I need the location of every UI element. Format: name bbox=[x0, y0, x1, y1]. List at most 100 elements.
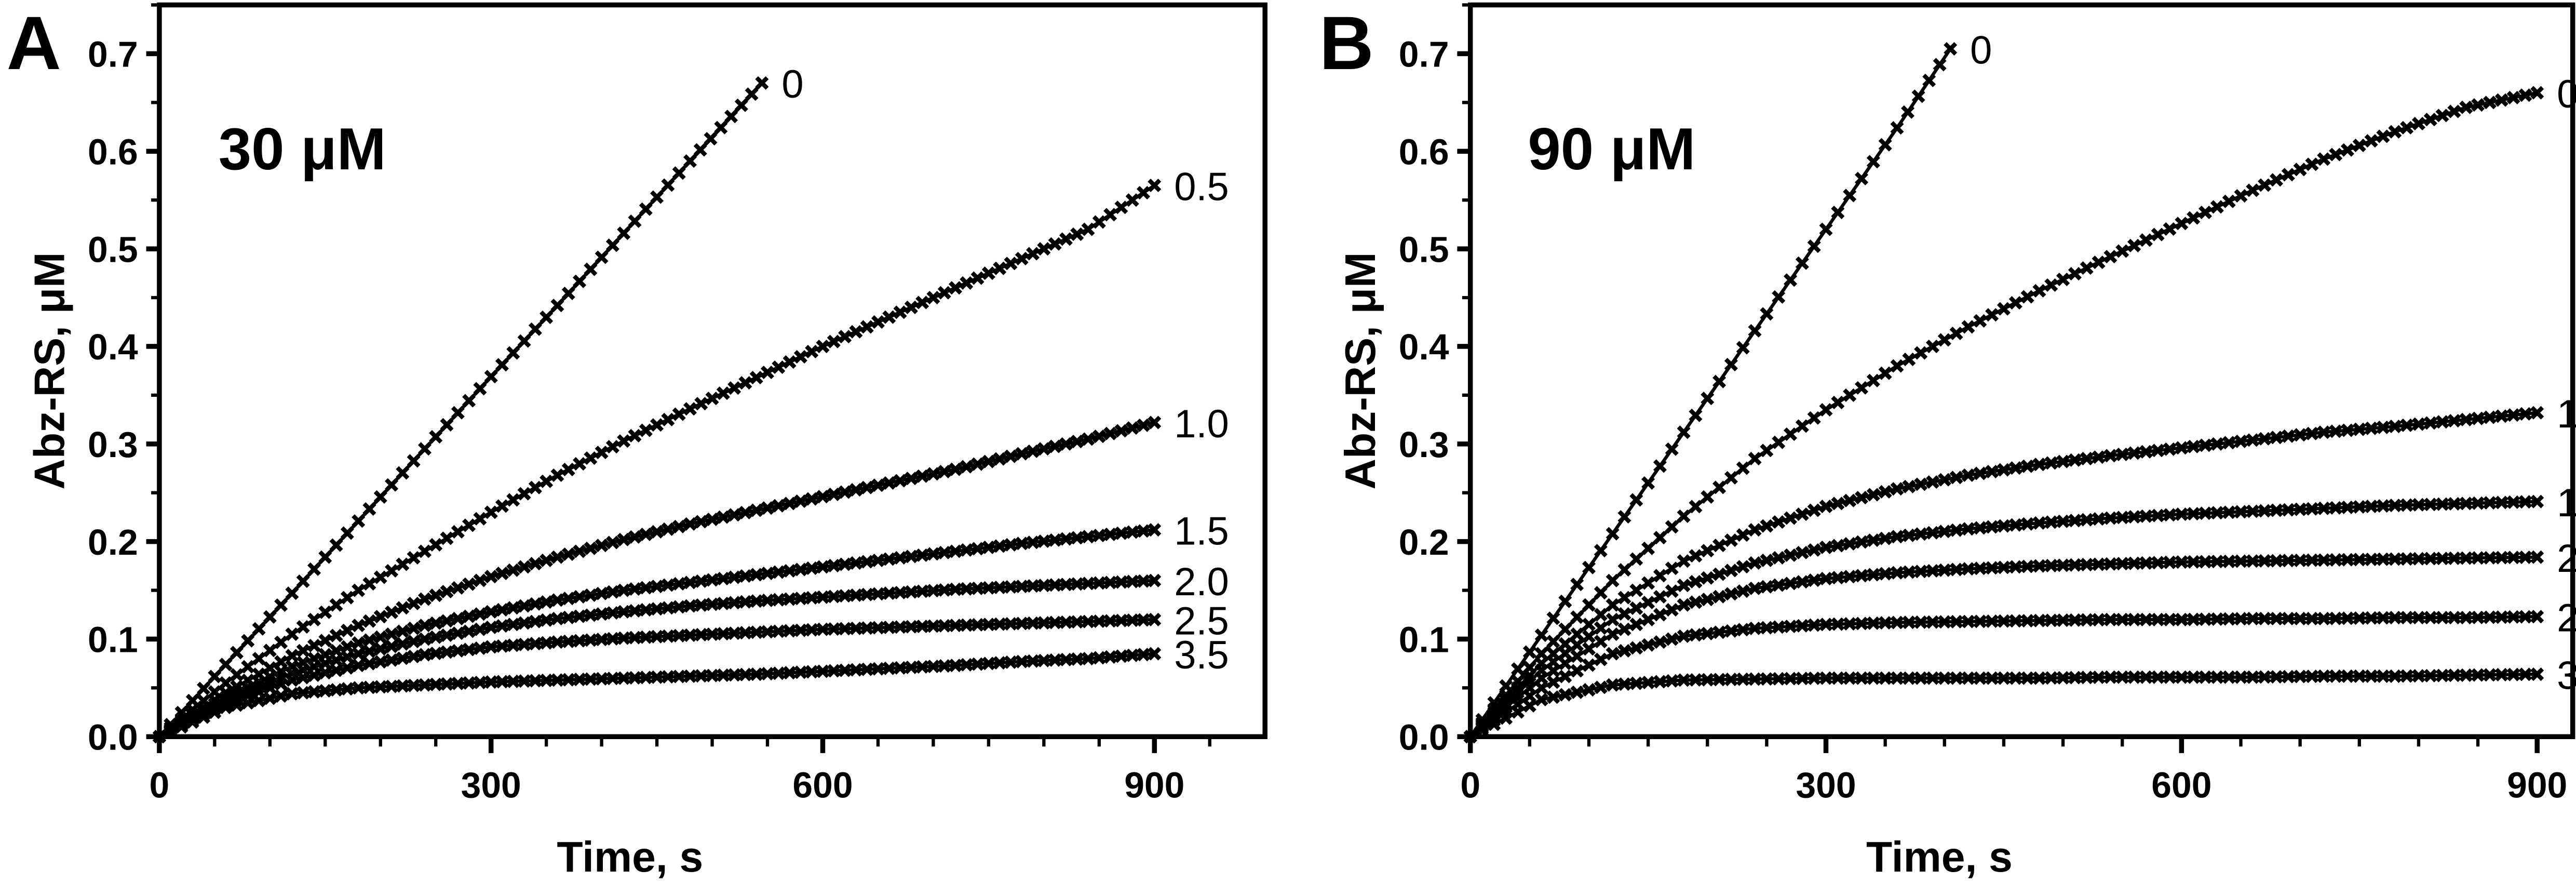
data-point-marker bbox=[1653, 569, 1667, 583]
data-point-marker bbox=[561, 610, 575, 624]
data-point-marker bbox=[561, 592, 575, 606]
data-point-marker bbox=[2400, 669, 2414, 683]
data-point-marker bbox=[849, 483, 863, 497]
series-2-0: 2.0 bbox=[152, 560, 1229, 744]
data-point-marker bbox=[2411, 417, 2425, 431]
data-point-marker bbox=[993, 539, 1007, 553]
data-point-marker bbox=[573, 457, 587, 471]
data-point-marker bbox=[628, 671, 642, 685]
series-line bbox=[158, 528, 1155, 738]
data-point-marker bbox=[1026, 536, 1040, 550]
data-point-marker bbox=[882, 620, 896, 634]
data-point-marker bbox=[871, 662, 885, 676]
data-point-marker bbox=[937, 619, 951, 633]
data-point-marker bbox=[1819, 222, 1833, 236]
data-point-marker bbox=[506, 618, 520, 632]
data-point-marker bbox=[860, 662, 874, 676]
data-point-marker bbox=[495, 499, 509, 513]
data-point-marker bbox=[749, 568, 763, 582]
data-point-marker bbox=[2530, 86, 2544, 100]
data-point-marker bbox=[1665, 561, 1679, 576]
data-point-marker bbox=[1522, 645, 1536, 659]
data-point-marker bbox=[2222, 612, 2236, 626]
data-point-marker bbox=[1641, 541, 1655, 555]
data-point-marker bbox=[2352, 422, 2366, 436]
data-point-marker bbox=[749, 625, 763, 639]
data-point-marker bbox=[2447, 104, 2461, 118]
series-label: 0.5 bbox=[1174, 165, 1229, 209]
data-point-marker bbox=[1677, 629, 1691, 643]
data-point-marker bbox=[772, 593, 786, 607]
data-point-marker bbox=[1136, 186, 1151, 200]
data-point-marker bbox=[2459, 497, 2473, 511]
data-point-marker bbox=[1902, 528, 1916, 542]
data-point-marker bbox=[805, 561, 819, 575]
data-point-marker bbox=[462, 394, 476, 408]
data-point-marker bbox=[451, 626, 465, 640]
data-point-marker bbox=[462, 609, 476, 623]
data-point-marker bbox=[2222, 670, 2236, 684]
data-point-marker bbox=[484, 505, 498, 519]
data-point-marker bbox=[2364, 669, 2378, 683]
data-point-marker bbox=[693, 143, 707, 157]
data-point-marker bbox=[2483, 496, 2497, 510]
data-point-marker bbox=[2518, 610, 2532, 624]
data-point-marker bbox=[2115, 557, 2129, 571]
data-point-marker bbox=[1606, 647, 1620, 661]
data-point-marker bbox=[1760, 444, 1774, 458]
data-point-marker bbox=[1570, 578, 1584, 592]
data-point-marker bbox=[2411, 116, 2425, 131]
data-point-marker bbox=[1059, 532, 1073, 546]
data-point-marker bbox=[617, 605, 631, 619]
data-point-marker bbox=[1701, 592, 1715, 607]
data-point-marker bbox=[230, 698, 244, 712]
data-point-marker bbox=[2246, 433, 2260, 447]
data-point-marker bbox=[993, 617, 1007, 631]
data-point-marker bbox=[2317, 501, 2331, 515]
data-point-marker bbox=[1037, 442, 1051, 456]
data-point-marker bbox=[926, 659, 940, 674]
data-point-marker bbox=[2269, 611, 2284, 626]
data-point-marker bbox=[329, 628, 343, 643]
data-point-marker bbox=[783, 355, 797, 369]
data-point-marker bbox=[1866, 533, 1880, 547]
data-point-marker bbox=[219, 700, 233, 714]
data-point-marker bbox=[307, 638, 321, 652]
data-point-marker bbox=[1748, 324, 1762, 338]
data-point-marker bbox=[783, 497, 797, 511]
data-point-marker bbox=[871, 621, 885, 635]
data-point-marker bbox=[860, 320, 874, 334]
data-point-marker bbox=[683, 628, 697, 642]
data-point-marker bbox=[340, 650, 354, 664]
data-point-marker bbox=[2281, 554, 2295, 568]
data-point-marker bbox=[1594, 621, 1608, 635]
data-point-marker bbox=[838, 557, 852, 571]
data-point-marker bbox=[396, 466, 410, 480]
data-point-marker bbox=[1922, 73, 1936, 87]
data-point-marker bbox=[1795, 507, 1809, 521]
data-point-marker bbox=[584, 262, 598, 276]
data-point-marker bbox=[340, 661, 354, 675]
data-point-marker bbox=[2175, 555, 2189, 569]
data-point-marker bbox=[2329, 148, 2343, 162]
data-point-marker bbox=[727, 570, 741, 584]
series-label: 2.5 bbox=[1174, 599, 1229, 643]
data-point-marker bbox=[1914, 615, 1928, 629]
data-point-marker bbox=[329, 538, 343, 552]
data-point-marker bbox=[385, 627, 399, 641]
data-point-marker bbox=[573, 544, 587, 558]
data-point-marker bbox=[584, 633, 598, 647]
data-point-marker bbox=[1772, 620, 1786, 634]
data-point-marker bbox=[915, 619, 929, 634]
data-point-marker bbox=[716, 510, 730, 524]
data-point-marker bbox=[1629, 676, 1643, 690]
data-point-marker bbox=[352, 583, 366, 597]
data-point-marker bbox=[1795, 575, 1809, 589]
data-point-marker bbox=[462, 518, 476, 532]
data-point-marker bbox=[307, 685, 321, 699]
series-label: 0 bbox=[781, 62, 803, 106]
data-point-marker bbox=[285, 649, 299, 663]
data-point-marker bbox=[1617, 510, 1631, 524]
y-tick-label: 0.6 bbox=[1399, 132, 1449, 172]
data-point-marker bbox=[1997, 519, 2011, 533]
